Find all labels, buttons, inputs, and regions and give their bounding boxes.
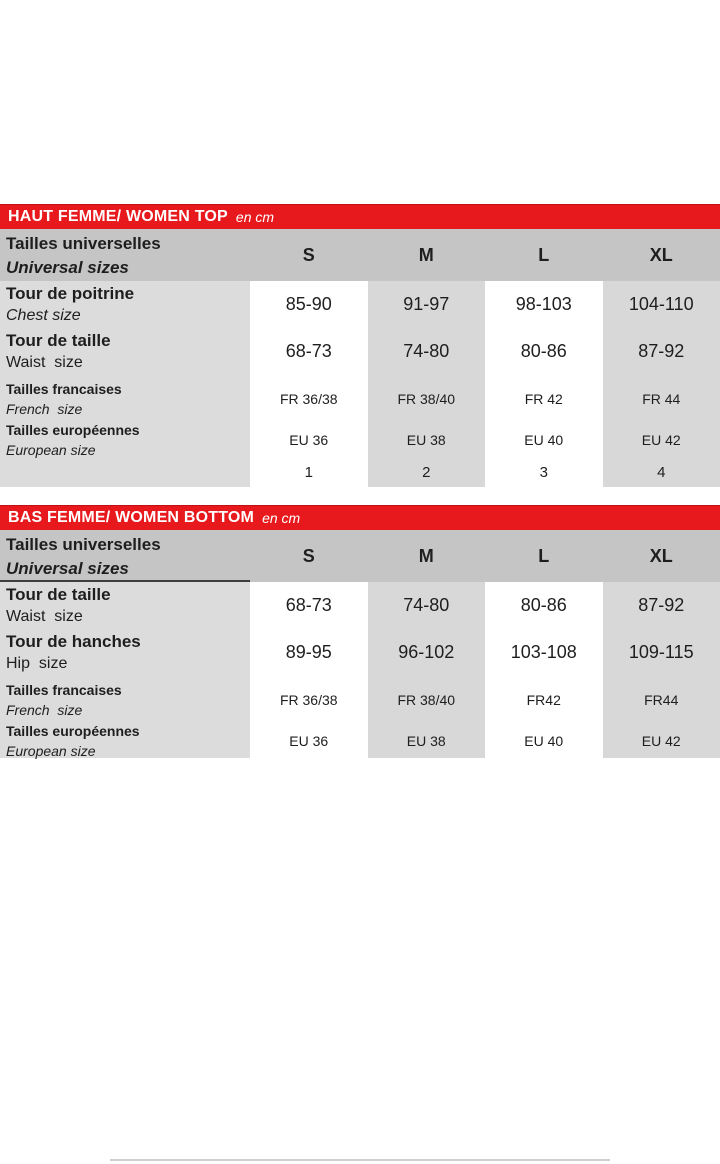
row-label-en: Waist size	[6, 352, 250, 374]
row-label-en: European size	[6, 741, 250, 761]
women-bottom-title-bar: BAS FEMME/ WOMEN BOTTOM en cm	[0, 505, 720, 530]
value-cell-l: 103-108	[485, 629, 603, 676]
value-cell-xl: 87-92	[603, 328, 720, 375]
women-bottom-unit-label: en cm	[262, 510, 300, 526]
size-header-l: L	[485, 530, 603, 582]
value-cell-m: 74-80	[368, 582, 486, 629]
universal-sizes-label-en: Universal sizes	[6, 557, 250, 580]
waist-size-row: Tour de taille Waist size 68-73 74-80 80…	[0, 582, 720, 629]
value-cell-l: 80-86	[485, 328, 603, 375]
value-cell-xl: 104-110	[603, 281, 720, 328]
women-top-unit-label: en cm	[236, 209, 274, 225]
row-label-en: Hip size	[6, 653, 250, 675]
value-cell-s: 68-73	[250, 328, 368, 375]
row-label-cell: Tour de taille Waist size	[0, 582, 250, 629]
row-label-cell: Tour de poitrine Chest size	[0, 281, 250, 328]
numeric-size-row: 1 2 3 4	[0, 458, 720, 487]
row-label-cell: Tour de hanches Hip size	[0, 629, 250, 676]
women-top-title: HAUT FEMME/ WOMEN TOP	[8, 208, 228, 226]
value-cell-s: 85-90	[250, 281, 368, 328]
value-cell-m: 2	[368, 458, 486, 487]
row-label-cell-empty	[0, 458, 250, 487]
value-cell-l: FR42	[485, 676, 603, 723]
row-label-fr: Tour de poitrine	[6, 282, 250, 305]
value-cell-xl: EU 42	[603, 422, 720, 458]
women-bottom-title: BAS FEMME/ WOMEN BOTTOM	[8, 509, 254, 527]
value-cell-l: 80-86	[485, 582, 603, 629]
value-cell-xl: 87-92	[603, 582, 720, 629]
value-cell-m: 74-80	[368, 328, 486, 375]
universal-sizes-label-en: Universal sizes	[6, 256, 250, 279]
row-label-en: Chest size	[6, 305, 250, 327]
value-cell-m: FR 38/40	[368, 375, 486, 422]
size-header-xl: XL	[603, 229, 720, 281]
european-size-row: Tailles européennes European size EU 36 …	[0, 422, 720, 458]
value-cell-xl: FR44	[603, 676, 720, 723]
size-chart-page: HAUT FEMME/ WOMEN TOP en cm Tailles univ…	[0, 204, 720, 758]
size-header-m: M	[368, 530, 486, 582]
hip-size-row: Tour de hanches Hip size 89-95 96-102 10…	[0, 629, 720, 676]
universal-sizes-header-cell: Tailles universelles Universal sizes	[0, 229, 250, 281]
size-header-m: M	[368, 229, 486, 281]
women-bottom-size-header-row: Tailles universelles Universal sizes S M…	[0, 530, 720, 582]
universal-sizes-label-fr: Tailles universelles	[6, 533, 250, 557]
women-top-title-bar: HAUT FEMME/ WOMEN TOP en cm	[0, 204, 720, 229]
french-size-row: Tailles francaises French size FR 36/38 …	[0, 676, 720, 723]
value-cell-l: 3	[485, 458, 603, 487]
value-cell-xl: 4	[603, 458, 720, 487]
value-cell-s: EU 36	[250, 723, 368, 758]
row-label-en: French size	[6, 700, 250, 720]
row-label-fr: Tour de taille	[6, 329, 250, 352]
value-cell-s: EU 36	[250, 422, 368, 458]
value-cell-s: FR 36/38	[250, 375, 368, 422]
value-cell-l: 98-103	[485, 281, 603, 328]
page-bottom-divider	[110, 1159, 610, 1161]
row-label-cell: Tailles européennes European size	[0, 422, 250, 458]
universal-sizes-label-fr: Tailles universelles	[6, 232, 250, 256]
size-header-s: S	[250, 530, 368, 582]
value-cell-s: 89-95	[250, 629, 368, 676]
chest-size-row: Tour de poitrine Chest size 85-90 91-97 …	[0, 281, 720, 328]
women-top-size-header-row: Tailles universelles Universal sizes S M…	[0, 229, 720, 281]
value-cell-s: 68-73	[250, 582, 368, 629]
value-cell-m: 96-102	[368, 629, 486, 676]
row-label-cell: Tailles francaises French size	[0, 375, 250, 422]
value-cell-xl: EU 42	[603, 723, 720, 758]
value-cell-m: EU 38	[368, 723, 486, 758]
waist-size-row: Tour de taille Waist size 68-73 74-80 80…	[0, 328, 720, 375]
row-label-en: European size	[6, 440, 250, 460]
row-label-fr: Tailles européennes	[6, 721, 250, 741]
size-header-l: L	[485, 229, 603, 281]
row-label-fr: Tailles européennes	[6, 420, 250, 440]
european-size-row: Tailles européennes European size EU 36 …	[0, 723, 720, 758]
row-label-en: Waist size	[6, 606, 250, 628]
row-label-fr: Tour de taille	[6, 583, 250, 606]
row-label-fr: Tailles francaises	[6, 680, 250, 700]
row-label-en: French size	[6, 399, 250, 419]
row-label-fr: Tour de hanches	[6, 630, 250, 653]
size-header-xl: XL	[603, 530, 720, 582]
value-cell-l: FR 42	[485, 375, 603, 422]
row-label-fr: Tailles francaises	[6, 379, 250, 399]
row-label-cell: Tour de taille Waist size	[0, 328, 250, 375]
value-cell-m: EU 38	[368, 422, 486, 458]
value-cell-l: EU 40	[485, 422, 603, 458]
women-top-table: HAUT FEMME/ WOMEN TOP en cm Tailles univ…	[0, 204, 720, 487]
value-cell-m: FR 38/40	[368, 676, 486, 723]
row-label-cell: Tailles francaises French size	[0, 676, 250, 723]
value-cell-s: FR 36/38	[250, 676, 368, 723]
universal-sizes-header-cell: Tailles universelles Universal sizes	[0, 530, 250, 582]
women-bottom-table: BAS FEMME/ WOMEN BOTTOM en cm Tailles un…	[0, 505, 720, 758]
value-cell-xl: 109-115	[603, 629, 720, 676]
value-cell-m: 91-97	[368, 281, 486, 328]
value-cell-l: EU 40	[485, 723, 603, 758]
row-label-cell: Tailles européennes European size	[0, 723, 250, 758]
value-cell-xl: FR 44	[603, 375, 720, 422]
size-header-s: S	[250, 229, 368, 281]
value-cell-s: 1	[250, 458, 368, 487]
french-size-row: Tailles francaises French size FR 36/38 …	[0, 375, 720, 422]
